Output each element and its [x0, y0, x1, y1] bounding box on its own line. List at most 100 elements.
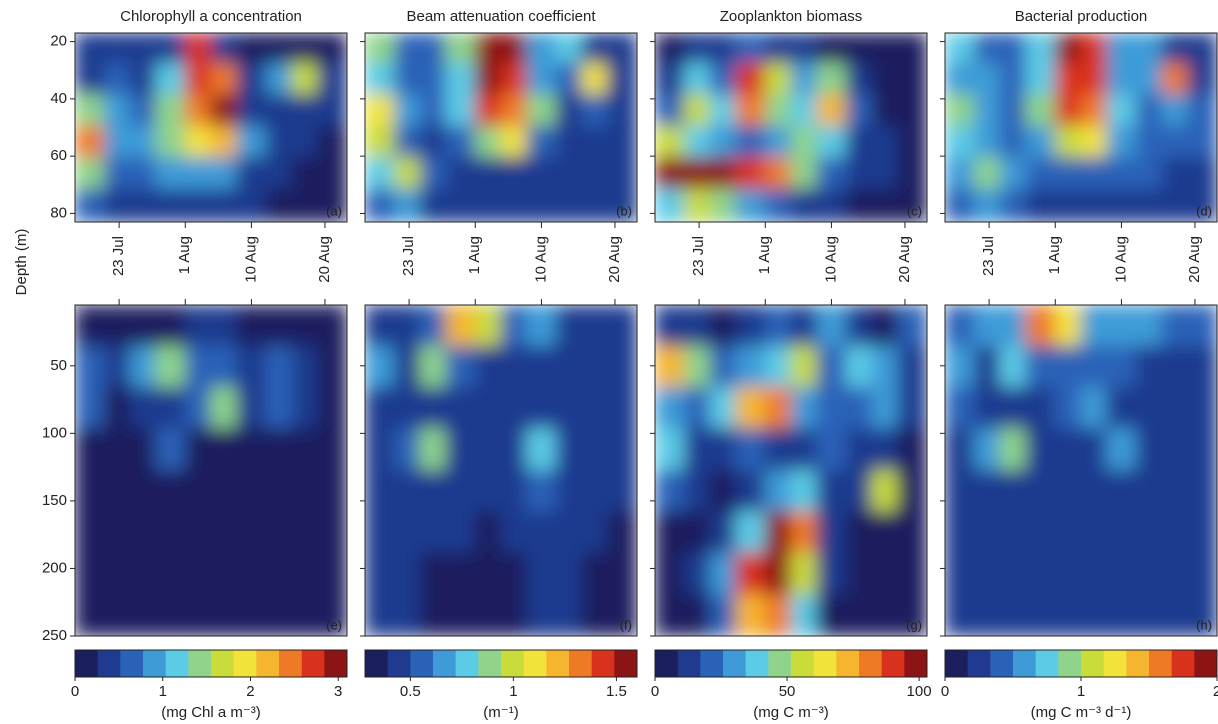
- heatmap-cell: [999, 470, 1027, 513]
- heatmap-cell: [816, 125, 847, 159]
- heatmap-cell: [393, 33, 421, 64]
- heatmap-cell: [1106, 470, 1137, 513]
- heatmap-cell: [526, 62, 557, 96]
- heatmap-cells: [655, 305, 927, 636]
- heatmap-cell: [103, 511, 131, 554]
- heatmap-cell: [291, 470, 319, 513]
- heatmap-cell: [103, 157, 131, 190]
- heatmap-cell: [1080, 125, 1108, 159]
- heatmap-cell: [291, 594, 319, 636]
- heatmap-cell: [709, 386, 737, 430]
- colorbar-swatch: [791, 650, 815, 677]
- heatmap-cell: [75, 305, 105, 347]
- y-tick-label: 20: [50, 33, 67, 50]
- colorbar-swatch: [1103, 650, 1127, 677]
- heatmap-cell: [607, 552, 637, 596]
- heatmap: [655, 305, 927, 636]
- heatmap-cell: [526, 33, 557, 64]
- heatmap-cell: [945, 188, 975, 222]
- heatmap-cell: [897, 33, 927, 64]
- heatmap-cell: [973, 345, 1001, 388]
- heatmap-cell: [607, 511, 637, 554]
- heatmap-cell: [1025, 428, 1056, 471]
- heatmap-cell: [317, 94, 347, 127]
- heatmap-cell: [945, 428, 975, 471]
- heatmap-cell: [1080, 511, 1108, 554]
- heatmap-cell: [500, 33, 528, 64]
- heatmap-cell: [526, 552, 557, 596]
- colorbar-frame: [364, 649, 638, 678]
- heatmap-cell: [945, 552, 975, 596]
- heatmap-cell: [291, 157, 319, 190]
- heatmap-cell: [683, 594, 711, 636]
- heatmap-cell: [184, 94, 212, 127]
- heatmap-cell: [1135, 345, 1163, 388]
- colorbar-swatch: [256, 650, 280, 677]
- heatmap-cell: [210, 470, 238, 513]
- heatmap-cell: [790, 470, 818, 513]
- heatmap-cell: [999, 94, 1027, 127]
- heatmap-cell: [317, 33, 347, 64]
- heatmap-cell: [500, 428, 528, 471]
- heatmap-cell: [500, 62, 528, 96]
- heatmap-cell: [393, 470, 421, 513]
- heatmap-cell: [999, 552, 1027, 596]
- heatmap-cell: [526, 125, 557, 159]
- colorbar-swatch: [967, 650, 991, 677]
- y-tick-label: 80: [50, 204, 67, 221]
- heatmap-cell: [871, 125, 899, 159]
- heatmap-cell: [474, 94, 502, 127]
- colorbar-swatch: [813, 650, 837, 677]
- colorbar-swatch: [677, 650, 701, 677]
- heatmap-cell: [75, 428, 105, 471]
- heatmap-cell: [103, 188, 131, 222]
- heatmap-cell: [709, 552, 737, 596]
- heatmap-cell: [1187, 188, 1217, 222]
- heatmap-cell: [973, 594, 1001, 636]
- colorbar-swatch: [768, 650, 792, 677]
- heatmap-cell: [945, 62, 975, 96]
- heatmap-cell: [1025, 511, 1056, 554]
- colorbar-swatch: [1081, 650, 1105, 677]
- heatmap-cell: [655, 157, 685, 190]
- colorbar-swatch: [1194, 650, 1218, 677]
- heatmap-cell: [500, 470, 528, 513]
- heatmap-cell: [265, 345, 293, 388]
- heatmap-cell: [999, 305, 1027, 347]
- colorbar-swatch: [410, 650, 434, 677]
- heatmap-cell: [1187, 62, 1217, 96]
- heatmap-cell: [445, 188, 476, 222]
- heatmap-cell: [526, 305, 557, 347]
- heatmap-cell: [155, 594, 186, 636]
- heatmap-cell: [419, 511, 447, 554]
- panel-label: (a): [326, 203, 342, 218]
- heatmap-cell: [184, 552, 212, 596]
- heatmap-cell: [236, 33, 267, 64]
- heatmap-cell: [790, 188, 818, 222]
- heatmap-cell: [393, 511, 421, 554]
- heatmap-cell: [75, 62, 105, 96]
- heatmap-cell: [1025, 305, 1056, 347]
- heatmap-cell: [1025, 188, 1056, 222]
- heatmap-cell: [1106, 386, 1137, 430]
- heatmap-cell: [1135, 33, 1163, 64]
- heatmap-cell: [1054, 305, 1082, 347]
- colorbar-tick-label: 0: [941, 683, 949, 700]
- heatmap-cell: [973, 33, 1001, 64]
- heatmap-cell: [816, 386, 847, 430]
- heatmap-cell: [365, 552, 395, 596]
- heatmap-cell: [445, 386, 476, 430]
- heatmap-cell: [445, 62, 476, 96]
- colorbar-swatch: [233, 650, 257, 677]
- heatmap-cell: [129, 305, 157, 347]
- heatmap-cell: [419, 188, 447, 222]
- colorbar-tick-label: 1: [159, 683, 167, 700]
- heatmap-cell: [871, 511, 899, 554]
- panel-label: (d): [1196, 203, 1212, 218]
- heatmap-cell: [790, 157, 818, 190]
- heatmap-cell: [655, 305, 685, 347]
- y-tick-label: 100: [42, 424, 67, 441]
- panel-frame: [654, 32, 928, 223]
- heatmap-cell: [845, 125, 873, 159]
- x-tick-label: 20 Aug: [1186, 236, 1203, 283]
